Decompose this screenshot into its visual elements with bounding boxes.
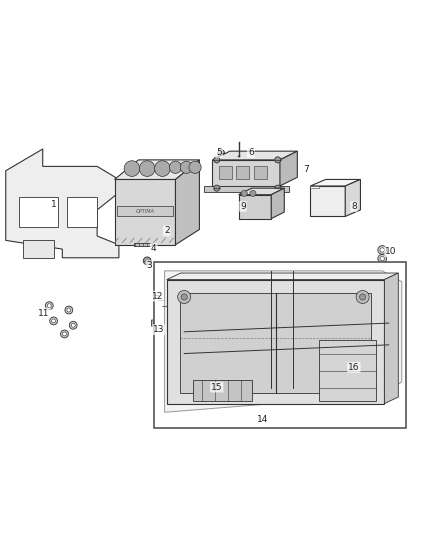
Circle shape (218, 150, 225, 157)
Polygon shape (67, 197, 97, 228)
Polygon shape (212, 151, 297, 160)
Polygon shape (311, 180, 360, 186)
Circle shape (46, 302, 53, 310)
Text: 11: 11 (38, 309, 50, 318)
Circle shape (214, 185, 220, 191)
Circle shape (153, 292, 159, 297)
Text: 4: 4 (151, 244, 156, 253)
Polygon shape (319, 341, 376, 401)
Circle shape (178, 290, 191, 303)
Circle shape (65, 306, 73, 314)
Circle shape (189, 161, 201, 173)
Text: 7: 7 (303, 165, 309, 174)
Polygon shape (345, 180, 360, 216)
Circle shape (241, 190, 247, 197)
Circle shape (153, 320, 160, 327)
Text: 9: 9 (240, 202, 246, 211)
Polygon shape (212, 160, 280, 186)
Polygon shape (311, 186, 345, 216)
Bar (154, 262, 406, 427)
Circle shape (69, 321, 77, 329)
Circle shape (170, 161, 182, 173)
Circle shape (275, 185, 281, 191)
Polygon shape (152, 320, 169, 326)
Text: 13: 13 (153, 325, 165, 334)
Polygon shape (171, 282, 173, 403)
Polygon shape (115, 160, 199, 180)
Text: 14: 14 (257, 415, 268, 424)
Circle shape (155, 161, 170, 176)
Text: 10: 10 (385, 247, 397, 256)
Polygon shape (167, 273, 398, 279)
Circle shape (356, 290, 369, 303)
Polygon shape (239, 188, 284, 195)
Circle shape (71, 324, 75, 327)
Circle shape (275, 157, 281, 163)
Text: 5: 5 (216, 148, 222, 157)
Polygon shape (165, 271, 402, 413)
Polygon shape (311, 186, 319, 188)
Circle shape (143, 257, 151, 265)
Text: 15: 15 (211, 383, 223, 392)
Polygon shape (176, 160, 199, 245)
Polygon shape (134, 243, 152, 246)
Circle shape (124, 161, 140, 176)
Polygon shape (237, 166, 250, 180)
Circle shape (380, 256, 385, 261)
Text: 16: 16 (348, 363, 360, 372)
Polygon shape (19, 197, 58, 228)
Text: OPTIMA: OPTIMA (135, 209, 155, 214)
Circle shape (158, 298, 163, 303)
Polygon shape (254, 166, 267, 180)
Text: 1: 1 (51, 200, 57, 209)
Circle shape (180, 161, 192, 173)
Polygon shape (23, 240, 53, 258)
Polygon shape (385, 273, 398, 403)
Polygon shape (219, 166, 232, 180)
Text: 8: 8 (351, 202, 357, 211)
Circle shape (49, 317, 57, 325)
Polygon shape (193, 379, 252, 401)
Circle shape (52, 319, 56, 323)
Circle shape (250, 190, 256, 197)
Polygon shape (180, 293, 371, 393)
Text: 3: 3 (146, 261, 152, 270)
Polygon shape (239, 195, 271, 219)
Circle shape (162, 303, 167, 308)
Circle shape (360, 294, 366, 300)
Circle shape (60, 330, 68, 338)
Circle shape (63, 332, 67, 336)
Circle shape (181, 294, 187, 300)
Polygon shape (171, 277, 376, 279)
Text: 6: 6 (248, 148, 254, 157)
Polygon shape (115, 180, 176, 245)
Polygon shape (204, 185, 289, 192)
Polygon shape (280, 151, 297, 186)
Text: 2: 2 (164, 227, 170, 235)
Polygon shape (271, 188, 284, 219)
Polygon shape (167, 279, 385, 403)
Circle shape (67, 308, 71, 312)
Polygon shape (117, 206, 173, 216)
Circle shape (139, 161, 155, 176)
Circle shape (380, 248, 385, 252)
Circle shape (378, 254, 387, 263)
Circle shape (378, 246, 387, 254)
Circle shape (214, 157, 220, 163)
Circle shape (47, 304, 51, 308)
Text: 12: 12 (152, 292, 163, 301)
Polygon shape (6, 149, 119, 258)
